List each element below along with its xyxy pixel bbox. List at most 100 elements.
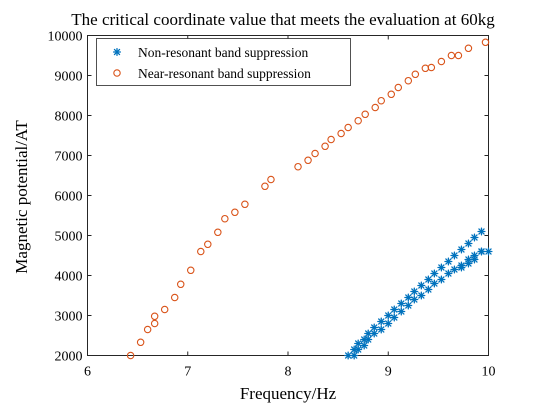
data-point — [390, 313, 399, 322]
y-tick-label: 7000 — [55, 150, 83, 165]
data-point — [160, 305, 169, 314]
data-point — [470, 251, 479, 260]
data-point — [344, 123, 352, 132]
legend-marker-near-resonant — [113, 69, 121, 77]
data-point — [410, 295, 419, 304]
data-point — [470, 233, 479, 242]
data-marks — [126, 38, 493, 360]
data-point — [214, 228, 222, 237]
data-point — [464, 44, 473, 53]
legend-label-non-resonant: Non-resonant band suppression — [138, 45, 308, 60]
y-tick-label: 8000 — [55, 110, 83, 125]
data-point — [430, 279, 439, 288]
data-point — [437, 263, 446, 272]
data-point — [397, 307, 406, 316]
legend-box — [96, 38, 351, 86]
data-point — [427, 63, 436, 72]
data-point — [143, 325, 152, 334]
data-point — [204, 240, 212, 249]
data-point — [150, 319, 159, 328]
y-tick-label: 9000 — [55, 70, 83, 85]
axis-ticks — [87, 35, 489, 356]
plot-area-frame — [87, 35, 489, 356]
data-point — [444, 269, 453, 278]
data-point — [464, 255, 473, 264]
data-point — [311, 149, 319, 158]
data-point — [457, 245, 466, 254]
data-point — [404, 293, 413, 302]
data-point — [404, 76, 413, 85]
legend-label-near-resonant: Near-resonant band suppression — [138, 66, 311, 81]
data-point — [417, 291, 426, 300]
data-point — [377, 96, 385, 105]
data-point — [176, 280, 185, 289]
data-point — [447, 51, 456, 60]
data-point — [327, 135, 335, 144]
data-point — [354, 116, 362, 125]
y-tick-label: 5000 — [55, 230, 83, 245]
data-point — [377, 325, 386, 334]
data-point — [394, 83, 403, 92]
data-point — [384, 319, 393, 328]
data-point — [337, 129, 345, 138]
data-point — [360, 341, 369, 350]
data-point — [477, 227, 486, 236]
data-point — [377, 317, 386, 326]
series-0 — [344, 227, 493, 360]
data-point — [437, 275, 446, 284]
chart-title: The critical coordinate value that meets… — [71, 10, 495, 29]
x-tick-label: 10 — [482, 365, 496, 380]
data-point — [424, 275, 433, 284]
data-point — [354, 345, 363, 354]
data-point — [390, 305, 399, 314]
data-point — [404, 301, 413, 310]
data-point — [231, 208, 239, 217]
y-axis-label: Magnetic potential/AT — [12, 120, 31, 274]
data-point — [481, 38, 490, 47]
data-point — [384, 311, 393, 320]
series-1 — [126, 38, 490, 360]
data-point — [364, 335, 373, 344]
y-tick-label: 4000 — [55, 270, 83, 285]
x-tick-label: 7 — [184, 365, 191, 380]
data-point — [424, 285, 433, 294]
data-point — [430, 269, 439, 278]
x-axis-label: Frequency/Hz — [240, 384, 337, 403]
y-tick-label: 6000 — [55, 190, 83, 205]
x-tick-label: 9 — [385, 365, 392, 380]
data-point — [450, 251, 459, 260]
y-tick-label: 3000 — [55, 310, 83, 325]
legend: Non-resonant band suppression Near-reson… — [96, 38, 351, 86]
data-point — [150, 312, 159, 321]
data-point — [417, 281, 426, 290]
x-tick-label: 8 — [285, 365, 292, 380]
y-tick-label: 2000 — [55, 350, 83, 365]
data-point — [261, 182, 269, 191]
data-point — [294, 162, 302, 171]
data-point — [444, 257, 453, 266]
data-point — [464, 239, 473, 248]
data-point — [321, 142, 329, 151]
data-point — [371, 103, 379, 112]
x-tick-label: 6 — [84, 365, 91, 380]
data-point — [454, 51, 463, 60]
data-point — [350, 351, 359, 360]
data-point — [170, 293, 179, 302]
data-point — [484, 247, 493, 256]
data-point — [457, 261, 466, 270]
data-point — [477, 247, 486, 256]
data-point — [197, 247, 205, 256]
axis-tick-labels: 6 7 8 9 10 2000 3000 4000 5000 6000 7000 8000 9000 10… — [48, 30, 496, 380]
data-point — [410, 287, 419, 296]
legend-marker-non-resonant — [112, 47, 122, 57]
data-point — [187, 266, 195, 275]
data-point — [397, 299, 406, 308]
data-point — [241, 200, 249, 209]
data-point — [221, 214, 229, 223]
data-point — [370, 329, 379, 338]
data-point — [267, 175, 275, 184]
data-point — [387, 90, 396, 99]
legend-marker-symbol — [112, 47, 122, 57]
data-point — [304, 156, 312, 165]
